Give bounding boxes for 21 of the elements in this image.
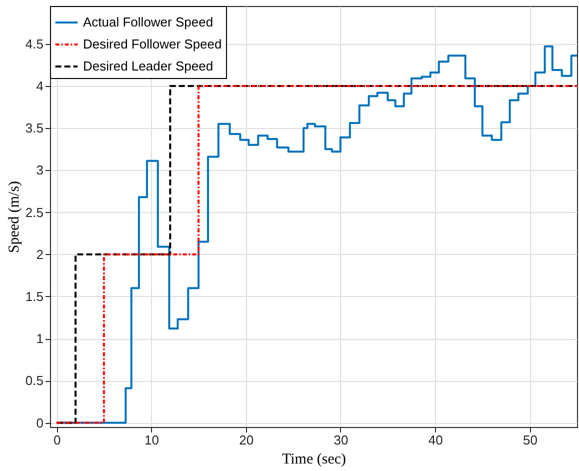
y-tick-label: 2.5: [25, 204, 44, 220]
x-tick-label: 10: [144, 432, 159, 448]
x-tick-label: 0: [54, 432, 61, 448]
x-tick-label: 20: [239, 432, 254, 448]
y-tick-label: 3.5: [25, 120, 44, 136]
legend-label: Desired Leader Speed: [83, 58, 214, 74]
x-axis-title: Time (sec): [282, 452, 346, 468]
y-tick-label: 0: [36, 415, 44, 430]
y-tick-label: 1.5: [25, 288, 44, 304]
legend-label: Desired Follower Speed: [83, 36, 222, 52]
x-tick-label: 30: [334, 432, 348, 448]
legend-label: Actual Follower Speed: [83, 14, 214, 30]
x-tick-label: 50: [522, 432, 538, 448]
y-tick-label: 3: [36, 162, 44, 178]
y-axis-title: Speed (m/s): [6, 180, 22, 254]
x-tick-label: 40: [428, 432, 443, 448]
y-tick-label: 4.5: [25, 36, 44, 52]
y-tick-label: 0.5: [25, 373, 44, 388]
y-tick-label: 1: [36, 331, 44, 346]
y-tick-label: 4: [36, 78, 44, 94]
y-tick-label: 2: [36, 246, 44, 262]
